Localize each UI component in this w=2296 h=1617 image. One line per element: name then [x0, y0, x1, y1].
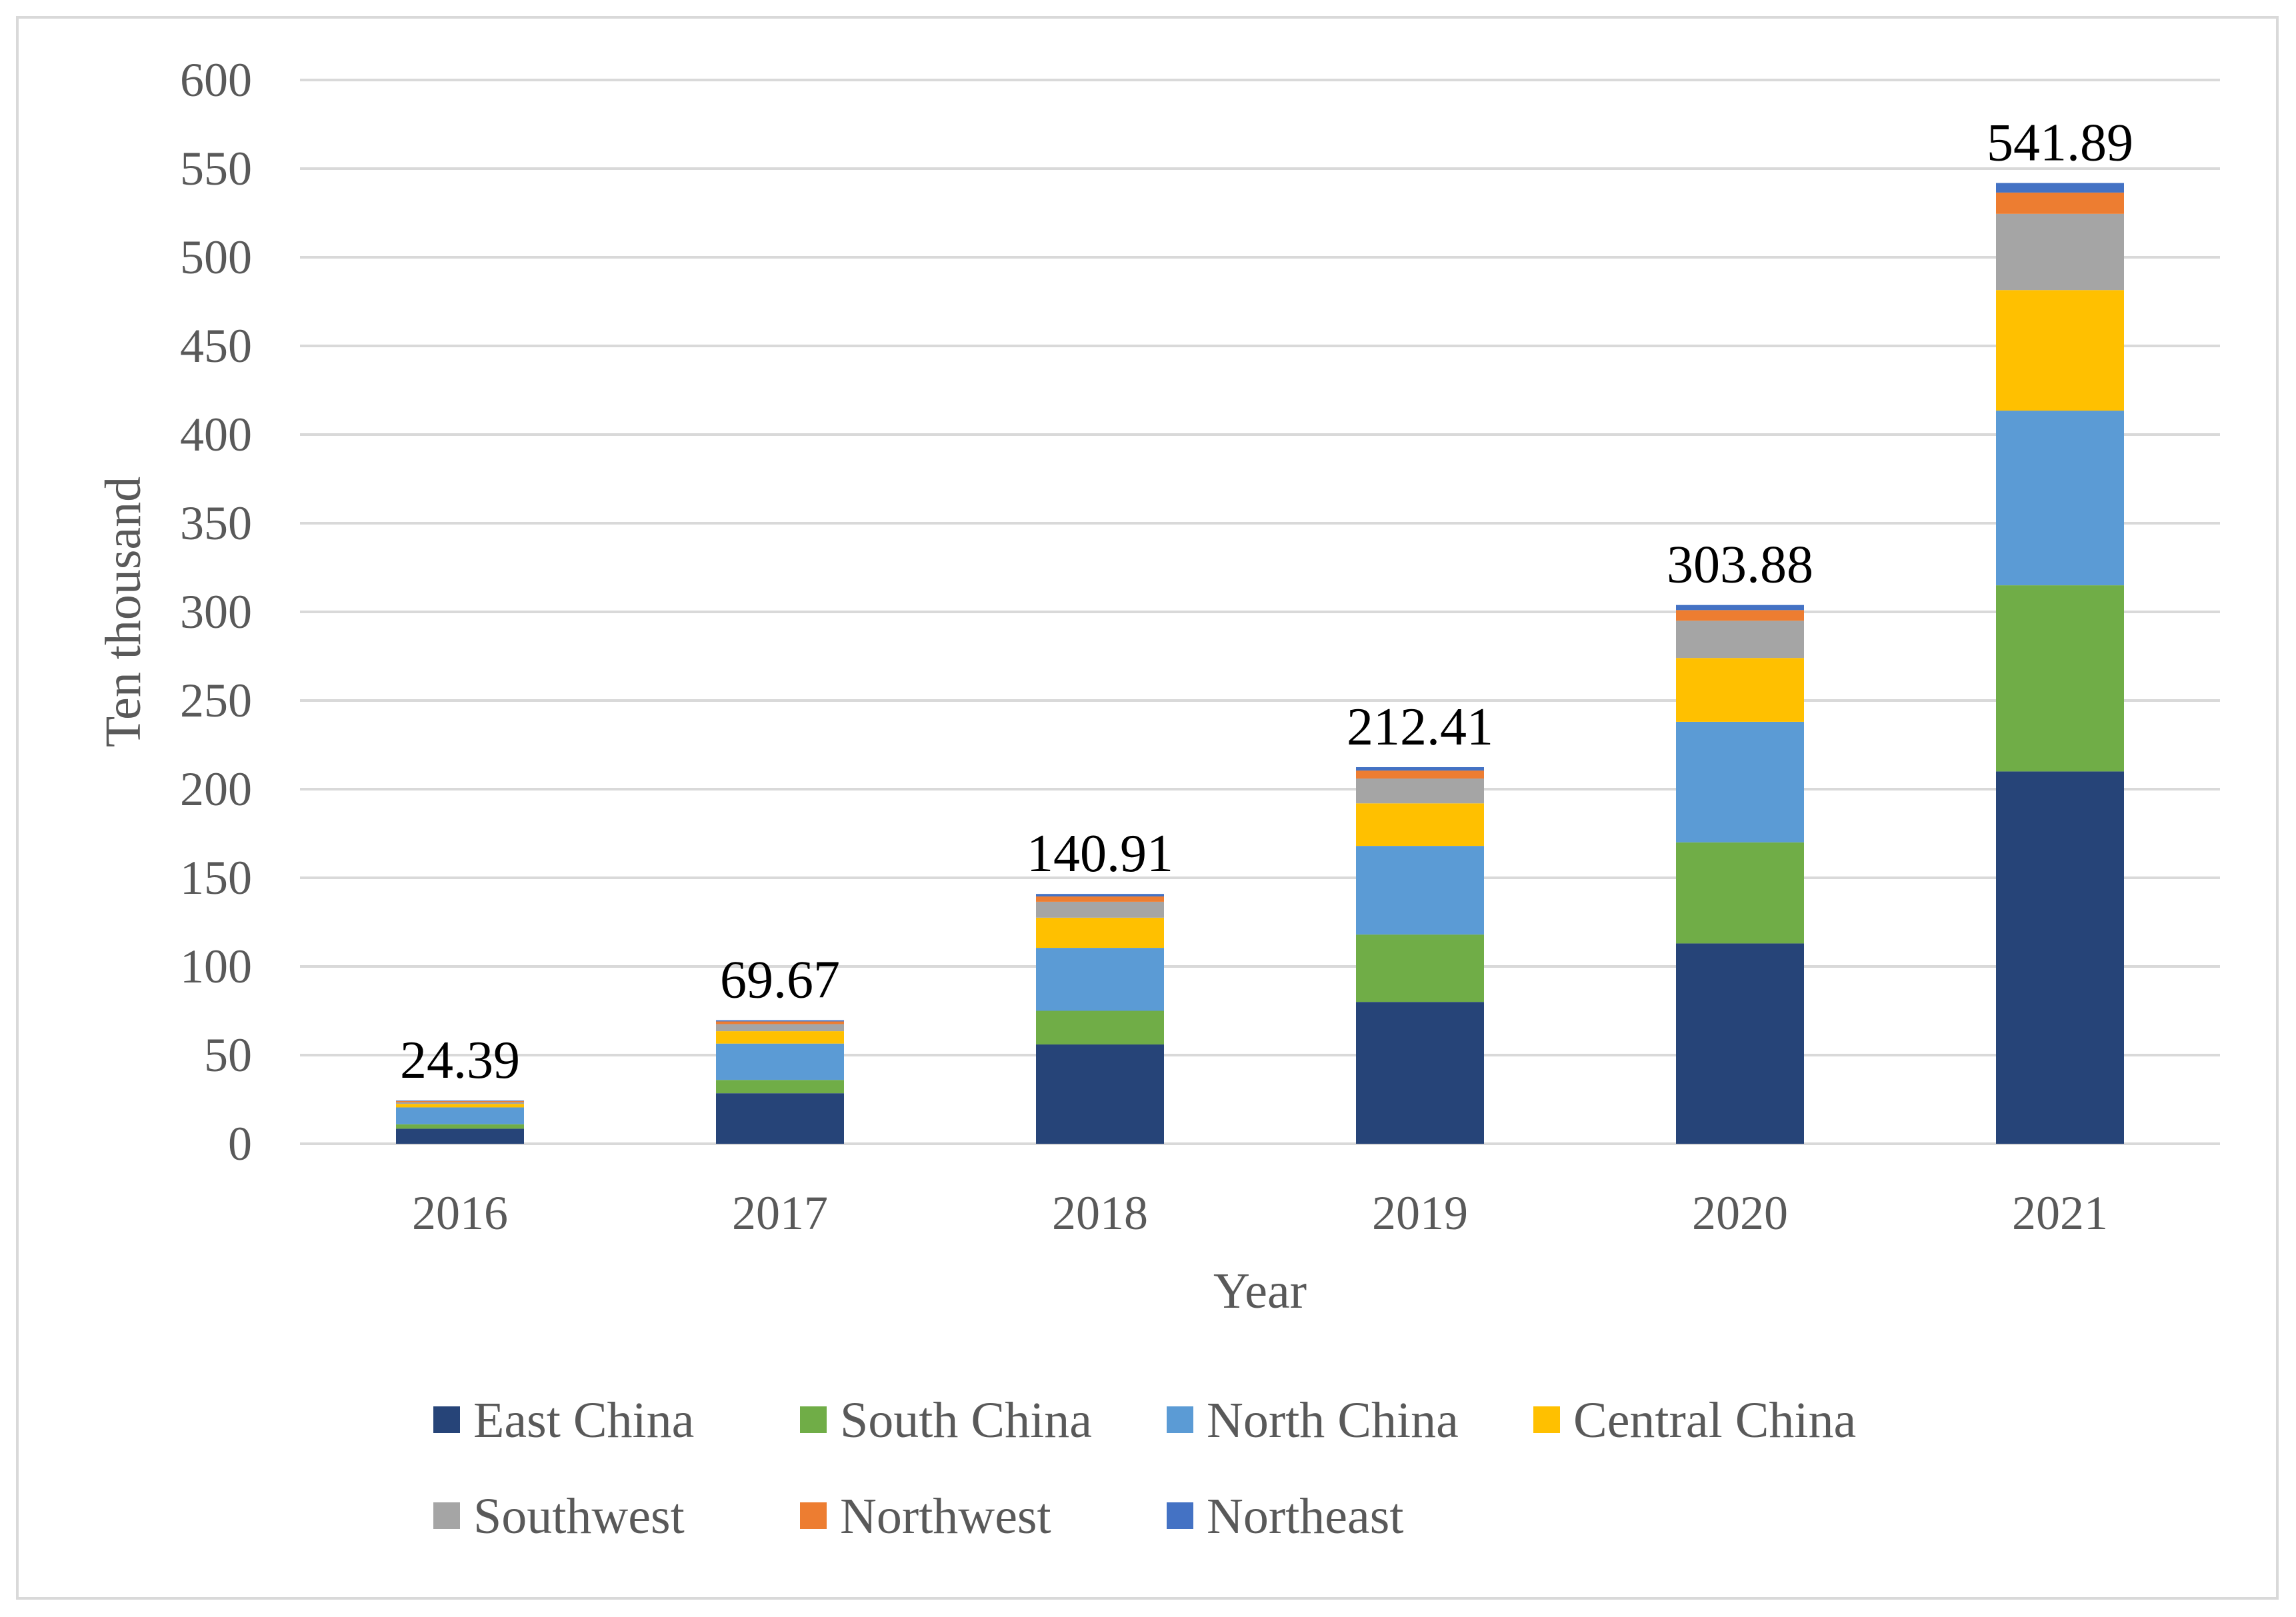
- bar-segment-2018-northeast: [1036, 894, 1164, 896]
- y-tick-label: 500: [180, 231, 252, 284]
- legend-label-north-china: North China: [1207, 1392, 1459, 1448]
- chart-frame: [16, 16, 2279, 1600]
- bar-segment-2019-east-china: [1356, 1002, 1484, 1144]
- bar-segment-2020-north-china: [1676, 721, 1804, 842]
- bar-segment-2020-central-china: [1676, 658, 1804, 722]
- legend: East China South China North China Central …: [433, 1392, 1856, 1544]
- y-tick-label: 600: [180, 53, 252, 107]
- bar-segment-2019-northeast: [1356, 767, 1484, 771]
- total-label-2020: 303.88: [1667, 536, 1813, 595]
- bar-segment-2021-east-china: [1996, 771, 2124, 1144]
- bar-segment-2017-south-china: [716, 1080, 844, 1094]
- y-tick-label: 350: [180, 497, 252, 550]
- bar-segment-2019-northwest: [1356, 771, 1484, 779]
- bar-segment-2017-northwest: [716, 1021, 844, 1024]
- legend-label-northeast: Northeast: [1207, 1488, 1403, 1544]
- bar-segment-2019-south-china: [1356, 934, 1484, 1002]
- legend-swatch-south-china: [800, 1406, 827, 1433]
- bar-segment-2019-north-china: [1356, 846, 1484, 935]
- legend-label-east-china: East China: [473, 1392, 694, 1448]
- legend-label-south-china: South China: [840, 1392, 1092, 1448]
- y-axis-title: Ten thousand: [95, 477, 151, 747]
- bar-segment-2016-northwest: [396, 1100, 524, 1102]
- bar-segment-2017-central-china: [716, 1031, 844, 1044]
- legend-swatch-east-china: [433, 1406, 460, 1433]
- bar-segment-2017-north-china: [716, 1043, 844, 1080]
- bar-segment-2018-southwest: [1036, 901, 1164, 918]
- bar-segment-2016-east-china: [396, 1128, 524, 1144]
- bar-segment-2016-north-china: [396, 1107, 524, 1124]
- bar-segment-2021-northeast: [1996, 183, 2124, 193]
- legend-swatch-central-china: [1533, 1406, 1560, 1433]
- y-tick-label: 0: [228, 1117, 252, 1170]
- bar-segment-2016-southwest: [396, 1102, 524, 1104]
- total-label-2021: 541.89: [1987, 114, 2133, 173]
- total-label-2019: 212.41: [1347, 698, 1493, 757]
- y-tick-label: 450: [180, 319, 252, 373]
- x-tick-label: 2019: [1372, 1186, 1468, 1240]
- x-tick-label: 2020: [1692, 1186, 1788, 1240]
- bar-segment-2018-south-china: [1036, 1010, 1164, 1045]
- legend-swatch-southwest: [433, 1502, 460, 1529]
- bar-segment-2020-northwest: [1676, 610, 1804, 621]
- bar-segment-2016-central-china: [396, 1104, 524, 1108]
- y-tick-label: 150: [180, 851, 252, 904]
- labels: 0 50 100 150 200 250 300 350 400 450 500 550 600 24.3…: [95, 53, 2133, 1319]
- legend-swatch-northeast: [1167, 1502, 1193, 1529]
- bar-segment-2020-south-china: [1676, 842, 1804, 944]
- total-label-2016: 24.39: [400, 1031, 520, 1090]
- legend-label-central-china: Central China: [1573, 1392, 1856, 1448]
- bar-segment-2018-east-china: [1036, 1044, 1164, 1144]
- total-label-2018: 140.91: [1027, 824, 1173, 883]
- gridlines: [300, 79, 2220, 1145]
- bar-segment-2017-southwest: [716, 1024, 844, 1032]
- total-label-2017: 69.67: [720, 951, 840, 1010]
- x-axis-title: Year: [1213, 1263, 1307, 1319]
- bar-segment-2021-northwest: [1996, 192, 2124, 214]
- bar-segment-2017-east-china: [716, 1093, 844, 1144]
- bar-segment-2021-southwest: [1996, 213, 2124, 291]
- legend-swatch-north-china: [1167, 1406, 1193, 1433]
- bar-segment-2018-central-china: [1036, 917, 1164, 948]
- y-tick-label: 250: [180, 674, 252, 727]
- legend-label-southwest: Southwest: [473, 1488, 685, 1544]
- bar-segment-2019-southwest: [1356, 779, 1484, 804]
- y-tick-label: 300: [180, 585, 252, 639]
- legend-swatch-northwest: [800, 1502, 827, 1529]
- x-tick-label: 2018: [1052, 1186, 1148, 1240]
- y-tick-label: 200: [180, 763, 252, 816]
- y-tick-label: 400: [180, 408, 252, 461]
- y-tick-label: 100: [180, 940, 252, 993]
- bar-segment-2020-east-china: [1676, 943, 1804, 1144]
- bar-segment-2021-north-china: [1996, 411, 2124, 586]
- bar-segment-2021-central-china: [1996, 290, 2124, 411]
- bar-segment-2019-central-china: [1356, 803, 1484, 846]
- y-tick-label: 550: [180, 142, 252, 195]
- bar-segment-2020-southwest: [1676, 621, 1804, 659]
- bar-segment-2021-south-china: [1996, 585, 2124, 772]
- legend-label-northwest: Northwest: [840, 1488, 1051, 1544]
- bar-segment-2016-northeast: [396, 1100, 524, 1101]
- bar-segment-2020-northeast: [1676, 605, 1804, 611]
- bar-segment-2018-northwest: [1036, 896, 1164, 902]
- x-tick-label: 2021: [2012, 1186, 2108, 1240]
- bars: [396, 183, 2124, 1144]
- y-tick-label: 50: [204, 1028, 252, 1082]
- bar-segment-2017-northeast: [716, 1020, 844, 1022]
- bar-segment-2018-north-china: [1036, 948, 1164, 1011]
- x-tick-label: 2017: [732, 1186, 828, 1240]
- bar-segment-2016-south-china: [396, 1124, 524, 1129]
- x-tick-label: 2016: [412, 1186, 508, 1240]
